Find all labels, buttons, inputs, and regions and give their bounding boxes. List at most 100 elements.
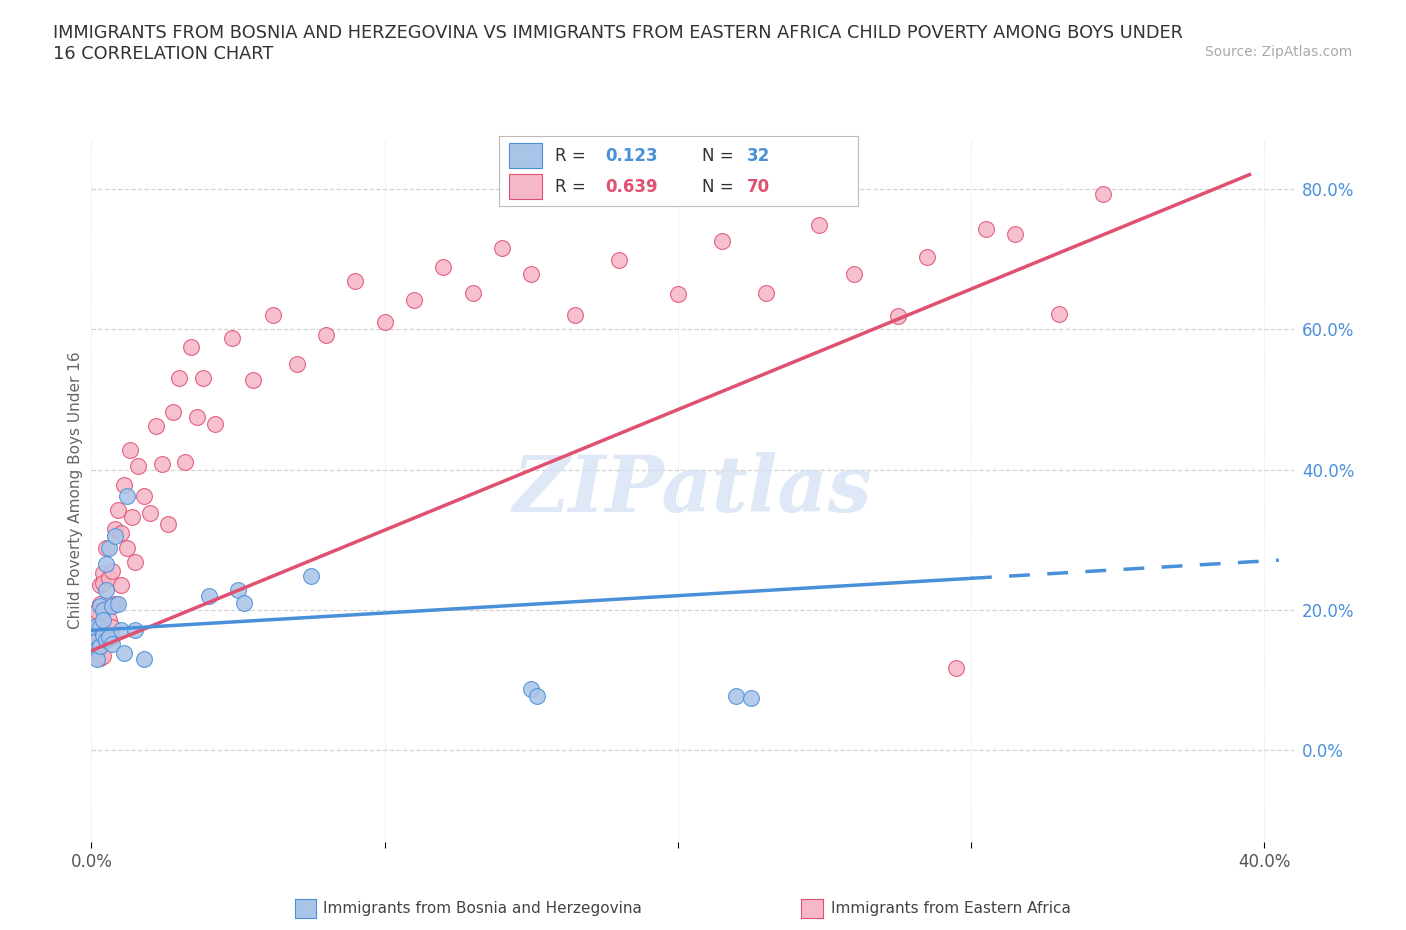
Text: N =: N = bbox=[702, 147, 734, 165]
Point bbox=[91, 627, 114, 642]
Point bbox=[89, 650, 111, 665]
Point bbox=[86, 641, 108, 656]
Point bbox=[91, 620, 114, 635]
Point bbox=[134, 489, 156, 504]
Point bbox=[86, 652, 108, 667]
Point bbox=[974, 222, 997, 237]
Point bbox=[86, 608, 108, 623]
Point bbox=[186, 409, 208, 424]
Text: Source: ZipAtlas.com: Source: ZipAtlas.com bbox=[1205, 45, 1353, 59]
Point bbox=[344, 274, 367, 289]
Point bbox=[124, 555, 146, 570]
Text: 0.639: 0.639 bbox=[605, 178, 658, 195]
Point bbox=[98, 571, 121, 586]
Point bbox=[83, 639, 105, 654]
Point bbox=[180, 339, 202, 354]
Point bbox=[134, 652, 156, 667]
Text: R =: R = bbox=[555, 147, 585, 165]
Point bbox=[299, 569, 322, 584]
Point bbox=[197, 589, 219, 604]
Point bbox=[83, 620, 105, 635]
Point bbox=[886, 309, 908, 324]
Point bbox=[842, 267, 865, 282]
Point bbox=[86, 604, 108, 618]
Point bbox=[89, 597, 111, 612]
Point bbox=[755, 286, 778, 300]
Point bbox=[402, 292, 425, 307]
Point bbox=[110, 622, 132, 637]
Point bbox=[285, 357, 308, 372]
Point bbox=[226, 583, 249, 598]
Point bbox=[432, 259, 454, 274]
Point bbox=[98, 613, 121, 628]
Point bbox=[91, 576, 114, 591]
Point bbox=[91, 613, 114, 628]
Point bbox=[666, 286, 689, 301]
Text: 0.123: 0.123 bbox=[605, 147, 658, 165]
Point bbox=[89, 634, 111, 649]
Point bbox=[520, 681, 543, 696]
Point bbox=[191, 371, 214, 386]
Point bbox=[83, 627, 105, 642]
Point bbox=[91, 566, 114, 581]
Text: N =: N = bbox=[702, 178, 734, 195]
Point bbox=[107, 597, 129, 612]
Point bbox=[740, 690, 762, 705]
Text: Immigrants from Bosnia and Herzegovina: Immigrants from Bosnia and Herzegovina bbox=[323, 901, 643, 916]
Point bbox=[262, 308, 284, 323]
Point bbox=[242, 372, 264, 387]
Text: 70: 70 bbox=[747, 178, 769, 195]
FancyBboxPatch shape bbox=[509, 174, 543, 199]
Point bbox=[101, 630, 124, 644]
Text: IMMIGRANTS FROM BOSNIA AND HERZEGOVINA VS IMMIGRANTS FROM EASTERN AFRICA CHILD P: IMMIGRANTS FROM BOSNIA AND HERZEGOVINA V… bbox=[53, 24, 1184, 42]
Text: Immigrants from Eastern Africa: Immigrants from Eastern Africa bbox=[831, 901, 1071, 916]
Point bbox=[491, 241, 513, 256]
Point bbox=[83, 634, 105, 649]
Point bbox=[162, 405, 184, 419]
Point bbox=[526, 688, 548, 703]
Point bbox=[98, 630, 121, 644]
Text: 16 CORRELATION CHART: 16 CORRELATION CHART bbox=[53, 45, 274, 62]
Point bbox=[174, 455, 197, 470]
Point bbox=[89, 639, 111, 654]
Point bbox=[156, 517, 179, 532]
Text: 32: 32 bbox=[747, 147, 769, 165]
Point bbox=[94, 632, 117, 647]
Point bbox=[112, 646, 135, 661]
Point bbox=[564, 308, 586, 323]
Point bbox=[94, 557, 117, 572]
Point bbox=[101, 636, 124, 651]
Point bbox=[94, 625, 117, 640]
Point bbox=[145, 418, 167, 433]
Point bbox=[89, 578, 111, 592]
Point bbox=[104, 597, 127, 612]
Text: R =: R = bbox=[555, 178, 585, 195]
Point bbox=[232, 595, 254, 610]
Point bbox=[91, 648, 114, 663]
Point bbox=[807, 218, 830, 232]
Point bbox=[94, 583, 117, 598]
Point bbox=[112, 477, 135, 492]
Point bbox=[118, 443, 141, 458]
Point bbox=[101, 564, 124, 578]
Point bbox=[101, 599, 124, 614]
Point bbox=[710, 233, 733, 248]
Point bbox=[110, 578, 132, 592]
Point bbox=[89, 599, 111, 614]
Point bbox=[127, 458, 149, 473]
Point bbox=[115, 540, 138, 555]
Point bbox=[121, 510, 143, 525]
Point bbox=[169, 371, 191, 386]
Point bbox=[89, 620, 111, 635]
Point bbox=[104, 522, 127, 537]
Point bbox=[150, 457, 173, 472]
Point bbox=[374, 314, 396, 329]
Point bbox=[1047, 306, 1070, 321]
Point bbox=[204, 417, 226, 432]
Point bbox=[110, 525, 132, 540]
Point bbox=[221, 330, 243, 345]
Point bbox=[520, 267, 543, 282]
Point bbox=[94, 627, 117, 642]
Text: ZIPatlas: ZIPatlas bbox=[513, 452, 872, 529]
Point bbox=[101, 620, 124, 635]
